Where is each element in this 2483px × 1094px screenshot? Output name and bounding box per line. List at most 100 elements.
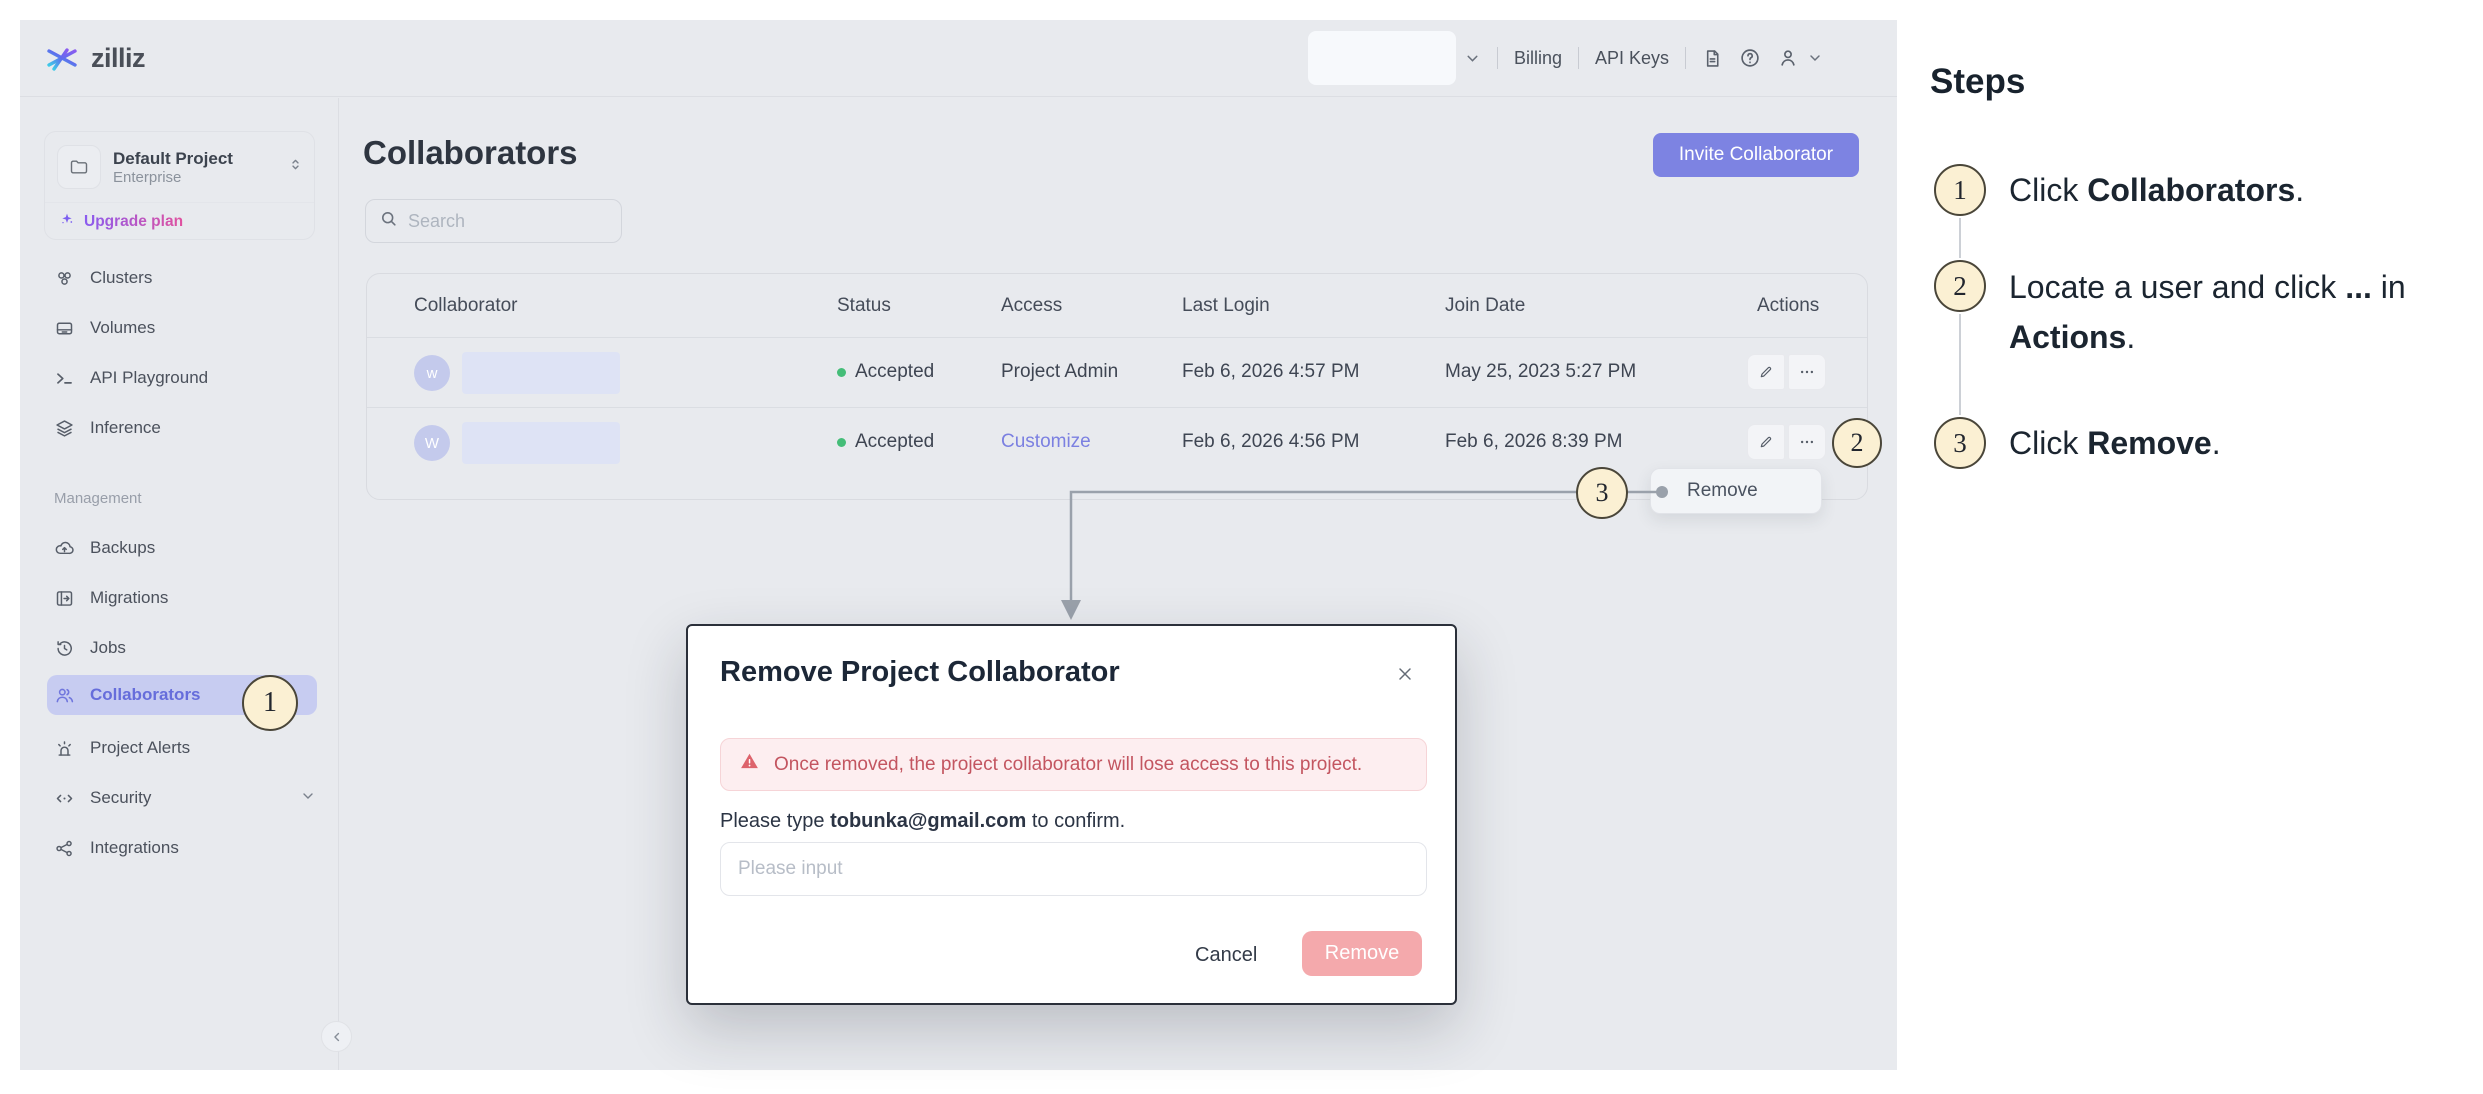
cloud-backup-icon	[54, 538, 75, 559]
avatar: w	[414, 355, 450, 391]
sidebar-item-volumes[interactable]: Volumes	[20, 303, 338, 353]
sidebar-item-label: Security	[90, 788, 152, 807]
chevron-down-icon[interactable]	[1464, 50, 1481, 67]
sidebar-item-project-alerts[interactable]: Project Alerts	[20, 723, 338, 773]
history-clock-icon	[54, 638, 75, 659]
main-content: Collaborators Invite Collaborator Collab…	[340, 98, 1897, 1070]
sidebar-item-jobs[interactable]: Jobs	[20, 623, 338, 673]
project-selector[interactable]: Default Project Enterprise	[45, 132, 314, 203]
user-menu-icon[interactable]	[1777, 47, 1799, 69]
user-chevron-down-icon[interactable]	[1807, 50, 1823, 66]
sidebar-item-clusters[interactable]: Clusters	[20, 253, 338, 303]
steps-panel: Steps 1 2 3 Click Collaborators. Locate …	[1897, 0, 2483, 1094]
zilliz-logo[interactable]: zilliz	[42, 38, 146, 78]
collaborator-name-redacted	[462, 422, 620, 464]
access-value: Project Admin	[1001, 361, 1119, 382]
step-number-3: 3	[1934, 417, 1986, 469]
sidebar-item-backups[interactable]: Backups	[20, 523, 338, 573]
collaborator-name-redacted	[462, 352, 620, 394]
step-connector	[1959, 314, 1961, 415]
step-text-1: Click Collaborators.	[2009, 172, 2305, 208]
warning-banner: Once removed, the project collaborator w…	[720, 738, 1427, 791]
actions-dropdown-menu: Remove	[1650, 468, 1822, 514]
close-icon[interactable]	[1391, 660, 1419, 688]
sidebar-item-integrations[interactable]: Integrations	[20, 823, 338, 873]
remove-menu-item[interactable]: Remove	[1687, 480, 1758, 501]
remove-collaborator-modal: Remove Project Collaborator Once removed…	[686, 624, 1457, 1005]
divider	[1577, 47, 1579, 69]
last-login-value: Feb 6, 2026 4:56 PM	[1182, 431, 1360, 452]
confirm-instruction: Please type tobunka@gmail.com to confirm…	[720, 810, 1126, 832]
col-access: Access	[1001, 295, 1063, 316]
sidebar-item-label: Backups	[90, 538, 156, 557]
more-actions-button[interactable]	[1788, 424, 1826, 460]
security-icon	[54, 788, 75, 809]
management-section-label: Management	[54, 490, 142, 507]
docs-icon[interactable]	[1702, 48, 1723, 69]
sidebar-item-api-playground[interactable]: API Playground	[20, 353, 338, 403]
step-number-1: 1	[1934, 164, 1986, 216]
avatar: W	[414, 425, 450, 461]
upgrade-plan-label: Upgrade plan	[84, 212, 184, 230]
search-box[interactable]	[365, 199, 622, 243]
customize-link[interactable]: Customize	[1001, 431, 1091, 452]
divider	[1685, 47, 1686, 69]
org-selector[interactable]	[1307, 31, 1456, 85]
cancel-button[interactable]: Cancel	[1195, 944, 1258, 966]
step-connector	[1959, 218, 1961, 258]
header-actions: Billing API Keys	[1307, 31, 1823, 85]
modal-title: Remove Project Collaborator	[720, 656, 1120, 688]
zilliz-star-icon	[42, 38, 82, 78]
more-actions-button[interactable]	[1788, 354, 1826, 390]
remove-button[interactable]: Remove	[1302, 931, 1422, 976]
table-row: w Accepted Project Admin Feb 6, 2026 4:5…	[367, 338, 1867, 408]
api-keys-link[interactable]: API Keys	[1594, 47, 1669, 68]
help-icon[interactable]	[1739, 47, 1761, 69]
invite-collaborator-button[interactable]: Invite Collaborator	[1653, 133, 1859, 177]
sparkle-icon	[59, 211, 75, 232]
confirm-email: tobunka@gmail.com	[830, 810, 1027, 832]
edit-button[interactable]	[1747, 354, 1785, 390]
annotation-badge-2: 2	[1832, 418, 1882, 468]
top-header: zilliz Billing API Keys	[20, 20, 1897, 97]
chevron-up-down-icon	[287, 156, 304, 178]
join-date-value: May 25, 2023 5:27 PM	[1445, 361, 1637, 382]
billing-link[interactable]: Billing	[1513, 47, 1562, 68]
sidebar-item-migrations[interactable]: Migrations	[20, 573, 338, 623]
status-dot-icon	[837, 437, 846, 447]
folder-icon	[57, 145, 101, 189]
sidebar-item-security[interactable]: Security	[20, 773, 338, 823]
col-collaborator: Collaborator	[414, 295, 518, 316]
upgrade-plan-button[interactable]: Upgrade plan	[45, 203, 314, 240]
project-selector-card: Default Project Enterprise Upgrade plan	[44, 131, 315, 240]
search-input[interactable]	[408, 210, 588, 232]
sidebar-collapse-button[interactable]	[321, 1021, 352, 1052]
alert-siren-icon	[54, 738, 75, 759]
sidebar-item-label: Integrations	[90, 838, 179, 857]
sidebar: Default Project Enterprise Upgrade plan	[20, 98, 339, 1070]
sidebar-item-label: Migrations	[90, 588, 169, 607]
sidebar-item-label: Volumes	[90, 318, 156, 337]
edit-button[interactable]	[1747, 424, 1785, 460]
sidebar-item-label: Inference	[90, 418, 161, 437]
join-date-value: Feb 6, 2026 8:39 PM	[1445, 431, 1623, 452]
steps-title: Steps	[1930, 62, 2026, 101]
confirm-input[interactable]	[720, 842, 1427, 896]
migration-icon	[54, 588, 75, 609]
layers-icon	[54, 418, 75, 439]
col-status: Status	[837, 295, 891, 316]
sidebar-item-label: Project Alerts	[90, 738, 191, 757]
chevron-down-icon[interactable]	[300, 788, 316, 809]
warning-text: Once removed, the project collaborator w…	[774, 753, 1363, 775]
table-header-row: Collaborator Status Access Last Login Jo…	[367, 274, 1867, 338]
sidebar-item-label: API Playground	[90, 368, 209, 387]
collaborators-icon	[54, 685, 75, 706]
sidebar-item-inference[interactable]: Inference	[20, 403, 338, 453]
table-row: W Accepted Customize Feb 6, 2026 4:56 PM…	[367, 408, 1867, 478]
step-number-2: 2	[1934, 260, 1986, 312]
search-icon	[379, 209, 398, 233]
terminal-icon	[54, 368, 75, 389]
annotation-badge-3: 3	[1576, 467, 1628, 519]
sidebar-item-label: Collaborators	[90, 685, 201, 704]
integrations-icon	[54, 838, 75, 859]
